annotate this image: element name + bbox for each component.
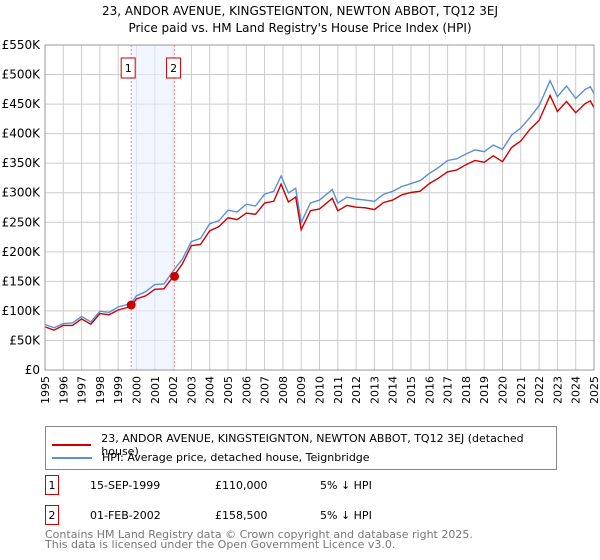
x-tick-label: 2010	[314, 376, 327, 404]
sale-hpi: 5% ↓ HPI	[320, 508, 372, 522]
sale-flag	[166, 57, 182, 79]
x-tick-label: 1996	[57, 376, 70, 404]
x-tick-label: 2022	[533, 376, 546, 404]
chart-title: 23, ANDOR AVENUE, KINGSTEIGNTON, NEWTON …	[102, 4, 498, 18]
series-line	[44, 93, 595, 331]
y-tick-label: £400K	[2, 127, 42, 141]
x-tick-label: 2017	[442, 376, 455, 404]
series-line	[44, 78, 595, 329]
footer-line: Contains HM Land Registry data © Crown c…	[45, 528, 473, 541]
y-tick-label: £50K	[9, 333, 41, 347]
sale-point	[126, 300, 136, 310]
x-tick-label: 2008	[277, 376, 290, 404]
x-tick-label: 2002	[167, 376, 180, 404]
y-tick-label: £300K	[2, 186, 42, 200]
y-tick-label: £500K	[2, 68, 42, 82]
x-tick-label: 2005	[222, 376, 235, 404]
sale-date: 15-SEP-1999	[90, 478, 161, 492]
x-tick-label: 1998	[94, 376, 107, 404]
x-tick-label: 2023	[551, 376, 564, 404]
sale-flag-label: 1	[125, 62, 132, 75]
x-tick-label: 2013	[368, 376, 381, 404]
footer: Contains HM Land Registry data © Crown c…	[45, 528, 473, 551]
sale-row: 2 01-FEB-2002 £158,500 5% ↓ HPI	[45, 505, 372, 525]
x-tick-label: 2015	[405, 376, 418, 404]
sale-price: £158,500	[215, 508, 268, 522]
x-tick-label: 2018	[460, 376, 473, 404]
y-tick-label: £350K	[2, 156, 42, 170]
legend-item-property: 23, ANDOR AVENUE, KINGSTEIGNTON, NEWTON …	[52, 432, 556, 458]
y-tick-label: £200K	[2, 245, 42, 259]
sale-point	[170, 271, 180, 281]
sale-badge: 2	[45, 505, 59, 525]
legend-label: HPI: Average price, detached house, Teig…	[102, 451, 370, 464]
x-tick-label: 2016	[423, 376, 436, 404]
legend-swatch	[52, 444, 92, 446]
footer-line: This data is licensed under the Open Gov…	[45, 538, 396, 551]
x-tick-label: 2020	[497, 376, 510, 404]
x-tick-label: 2006	[240, 376, 253, 404]
x-tick-label: 2011	[332, 376, 345, 404]
x-tick-label: 2000	[131, 376, 144, 404]
sale-row: 1 15-SEP-1999 £110,000 5% ↓ HPI	[45, 475, 372, 495]
x-tick-label: 2014	[387, 376, 400, 404]
y-tick-label: £450K	[2, 97, 42, 111]
y-tick-label: £150K	[2, 274, 42, 288]
x-tick-label: 2003	[185, 376, 198, 404]
legend-swatch	[52, 456, 92, 459]
x-tick-label: 2021	[515, 376, 528, 404]
legend-label: 23, ANDOR AVENUE, KINGSTEIGNTON, NEWTON …	[101, 432, 524, 458]
sale-flag	[120, 57, 136, 79]
y-tick-label: £250K	[2, 215, 42, 229]
sale-price: £110,000	[215, 478, 268, 492]
x-tick-label: 2012	[350, 376, 363, 404]
x-tick-label: 2025	[588, 376, 600, 404]
sale-period-band	[131, 45, 175, 370]
x-tick-label: 2009	[295, 376, 308, 404]
x-tick-label: 2004	[204, 376, 217, 404]
sale-badge: 1	[45, 475, 59, 495]
y-tick-label: £100K	[2, 304, 42, 318]
x-tick-label: 2001	[149, 376, 162, 404]
legend: 23, ANDOR AVENUE, KINGSTEIGNTON, NEWTON …	[45, 426, 557, 470]
plot-border	[44, 44, 595, 371]
chart-subtitle: Price paid vs. HM Land Registry's House …	[128, 21, 471, 35]
legend-item-hpi: HPI: Average price, detached house, Teig…	[52, 451, 370, 464]
x-tick-label: 1995	[39, 376, 52, 404]
x-tick-label: 2019	[478, 376, 491, 404]
x-tick-label: 1997	[76, 376, 89, 404]
price-chart: 23, ANDOR AVENUE, KINGSTEIGNTON, NEWTON …	[2, 4, 600, 404]
sale-hpi: 5% ↓ HPI	[320, 478, 372, 492]
y-tick-label: £550K	[2, 38, 42, 52]
sale-date: 01-FEB-2002	[90, 508, 161, 522]
x-tick-label: 2007	[259, 376, 272, 404]
sale-flag-label: 2	[170, 62, 177, 75]
y-tick-label: £0	[25, 363, 40, 377]
x-tick-label: 1999	[112, 376, 125, 404]
x-tick-label: 2024	[570, 376, 583, 404]
